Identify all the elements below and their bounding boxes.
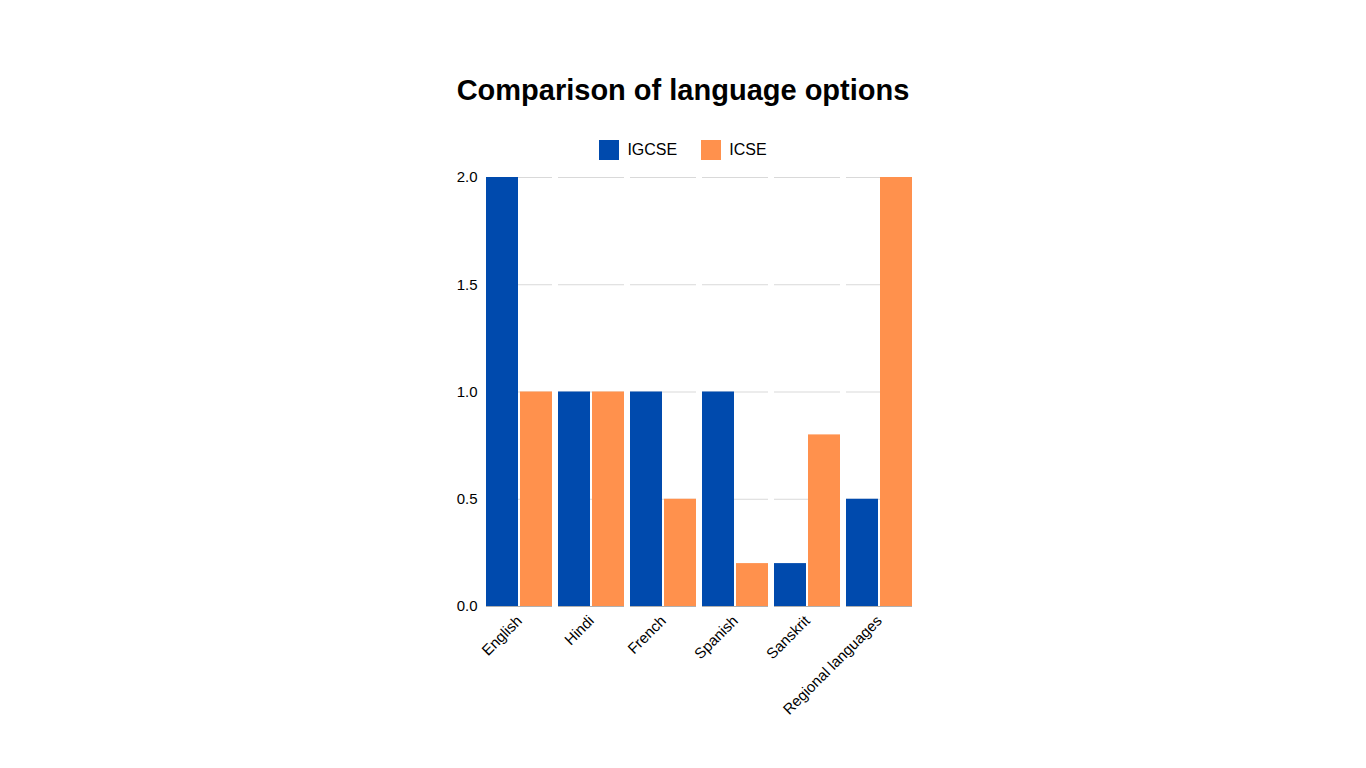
html-text:ICSE: ICSE — [729, 141, 767, 158]
svg-text:Hindi: Hindi — [561, 612, 597, 648]
svg-text:French: French — [624, 612, 669, 657]
svg-text:Sanskrit: Sanskrit — [763, 611, 814, 662]
svg-text:2.0: 2.0 — [457, 170, 478, 185]
svg-text:Spanish: Spanish — [691, 612, 741, 662]
html-text:Comparison of language options: Comparison of language options — [456, 74, 910, 106]
svg-text:English: English — [478, 612, 525, 659]
svg-text:Regional languages: Regional languages — [779, 612, 885, 718]
svg-text:0.5: 0.5 — [457, 490, 478, 507]
svg-text:1.5: 1.5 — [457, 276, 478, 293]
svg-text:0.0: 0.0 — [457, 597, 478, 614]
html-text:IGCSE: IGCSE — [627, 141, 678, 158]
svg-text:1.0: 1.0 — [457, 383, 478, 400]
